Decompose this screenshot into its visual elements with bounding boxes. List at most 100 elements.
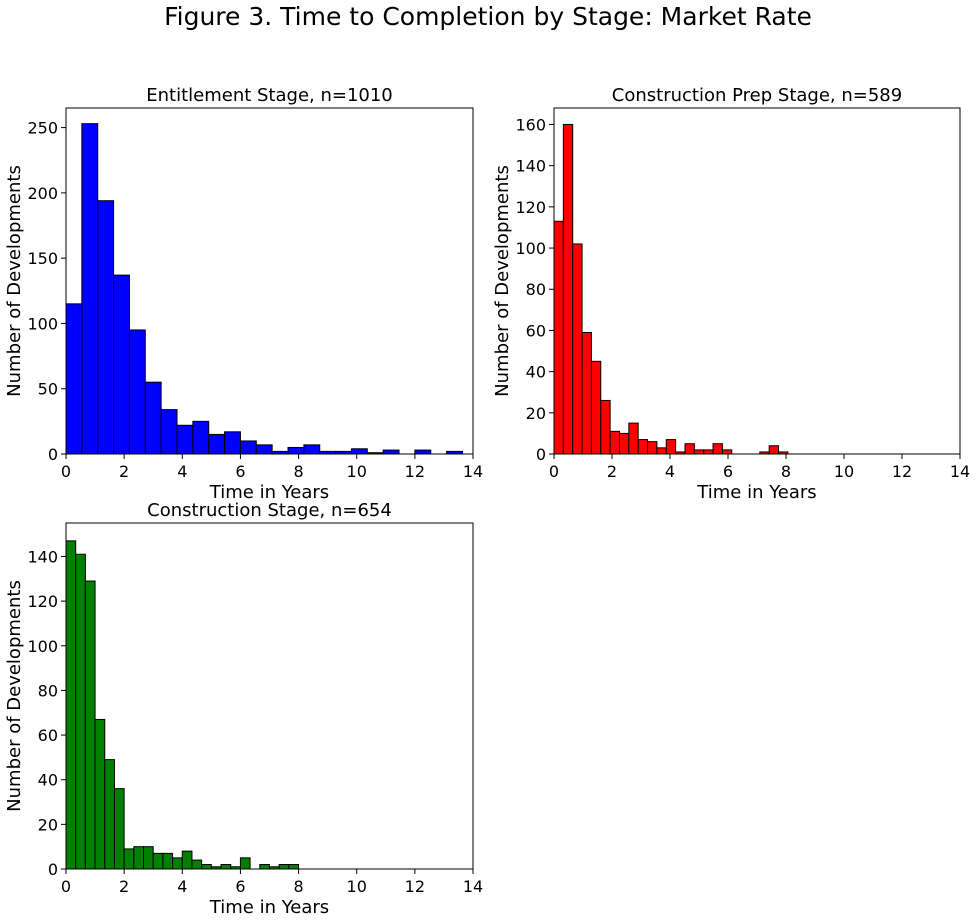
histogram-bar	[303, 444, 321, 455]
x-tick-label: 14	[950, 462, 970, 481]
histogram-bar	[553, 220, 564, 455]
histogram-bar	[162, 852, 174, 870]
x-tick-label: 14	[463, 462, 483, 481]
figure-title: Figure 3. Time to Completion by Stage: M…	[164, 2, 812, 31]
histogram-bar	[656, 447, 667, 455]
histogram-bar	[382, 449, 400, 455]
histogram-bar	[572, 243, 583, 455]
histogram-bar	[665, 439, 677, 455]
plot-frame	[553, 107, 961, 455]
histogram-bar	[647, 441, 658, 455]
entitlement-histogram: Entitlement Stage, n=1010 0 2 4 6 8 10 12 14 0 50 1…	[4, 85, 483, 503]
y-axis-label: Number of Developments	[4, 580, 25, 812]
histogram-bar	[600, 399, 611, 455]
histogram-bar	[703, 449, 714, 455]
y-tick-label: 50	[38, 380, 58, 399]
histogram-bar	[84, 580, 96, 870]
histogram-bar	[65, 303, 83, 455]
histogram-bar	[220, 864, 232, 870]
histogram-bar	[637, 439, 649, 455]
x-tick-label: 4	[665, 462, 675, 481]
x-tick-label: 2	[607, 462, 617, 481]
histogram-bar	[684, 443, 695, 455]
histogram-bar	[97, 200, 115, 455]
y-tick-label: 100	[515, 239, 546, 258]
x-tick-label: 6	[235, 462, 245, 481]
x-tick-label: 10	[347, 877, 367, 896]
y-tick-label: 120	[515, 198, 546, 217]
y-tick-label: 40	[526, 363, 546, 382]
y-axis-label: Number of Developments	[4, 165, 25, 397]
histogram-bar	[65, 540, 77, 870]
x-tick-label: 8	[293, 877, 303, 896]
histogram-bar	[143, 846, 154, 870]
y-tick-label: 20	[38, 815, 58, 834]
histogram-bar	[104, 759, 115, 870]
x-tick-label: 0	[549, 462, 559, 481]
y-tick-label: 160	[515, 115, 546, 134]
x-tick-label: 14	[463, 877, 483, 896]
plot-frame	[65, 522, 474, 870]
y-tick-label: 100	[27, 637, 58, 656]
x-tick-label: 12	[405, 462, 425, 481]
histogram-bar	[350, 448, 368, 455]
histogram-bar	[618, 432, 630, 455]
histogram-bar	[172, 857, 183, 870]
histogram-bar	[259, 864, 270, 870]
x-tick-label: 2	[119, 877, 129, 896]
x-tick-label: 6	[235, 877, 245, 896]
plot-frame	[65, 107, 474, 455]
y-tick-label: 150	[27, 249, 58, 268]
histogram-bar	[628, 422, 639, 455]
chart-title: Entitlement Stage, n=1010	[146, 85, 393, 106]
x-tick-label: 8	[293, 462, 303, 481]
x-tick-label: 6	[723, 462, 733, 481]
y-tick-label: 0	[536, 445, 546, 464]
histogram-bar	[712, 443, 723, 455]
y-tick-label: 60	[526, 321, 546, 340]
histogram-bar	[609, 430, 620, 455]
histogram-bar	[414, 449, 432, 455]
histogram-bar	[123, 848, 135, 870]
y-tick-label: 140	[27, 547, 58, 566]
histogram-bar	[201, 864, 212, 870]
histogram-bar	[160, 409, 178, 455]
histogram-bar	[192, 420, 210, 455]
x-tick-label: 12	[405, 877, 425, 896]
x-tick-label: 0	[61, 462, 71, 481]
histogram-bar	[75, 553, 86, 870]
histogram-bar	[562, 123, 574, 455]
histogram-bar	[278, 864, 290, 870]
histogram-bar	[113, 788, 125, 870]
histogram-bar	[113, 274, 130, 455]
histogram-bar	[152, 852, 164, 870]
y-tick-label: 80	[526, 280, 546, 299]
histogram-bar	[287, 446, 305, 455]
y-tick-label: 20	[526, 404, 546, 423]
x-tick-label: 4	[177, 462, 187, 481]
histogram-bar	[581, 331, 592, 455]
histogram-bar	[181, 850, 193, 870]
histogram-bar	[224, 431, 241, 455]
histogram-bar	[81, 123, 99, 455]
y-axis-label: Number of Developments	[492, 165, 513, 397]
histogram-bar	[144, 381, 162, 455]
x-axis-label: Time in Years	[209, 482, 329, 503]
y-tick-label: 140	[515, 157, 546, 176]
histogram-bar	[191, 859, 203, 870]
y-tick-label: 80	[38, 681, 58, 700]
histogram-bar	[255, 444, 273, 455]
x-tick-label: 4	[177, 877, 187, 896]
x-tick-label: 10	[834, 462, 854, 481]
chart-title: Construction Prep Stage, n=589	[612, 85, 902, 106]
chart-title: Construction Stage, n=654	[147, 500, 392, 521]
histogram-bar	[239, 857, 251, 870]
x-axis-label: Time in Years	[209, 897, 329, 918]
y-tick-label: 250	[27, 119, 58, 138]
histogram-bar	[176, 424, 194, 455]
histogram-bar	[288, 864, 300, 870]
histogram-bar	[693, 449, 705, 455]
histogram-bar	[208, 433, 226, 455]
x-tick-label: 8	[781, 462, 791, 481]
